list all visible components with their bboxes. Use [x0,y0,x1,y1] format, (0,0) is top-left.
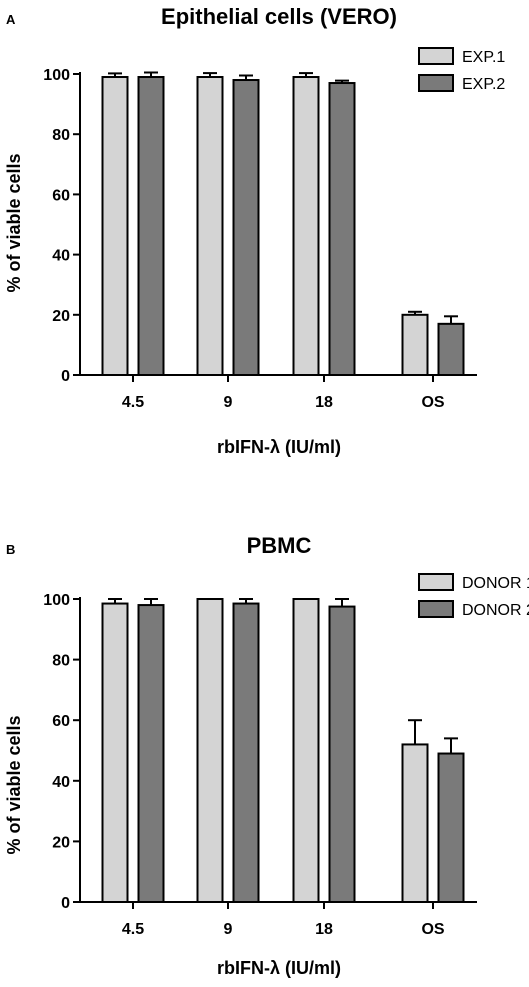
chart-a-x-tick-label: 4.5 [122,394,144,411]
panel-a-letter: A [6,12,16,27]
chart-b-legend-swatch [418,573,454,591]
chart-b-x-axis-label: rbIFN-λ (IU/ml) [217,958,341,978]
chart-b-y-axis-label: % of viable cells [4,715,24,854]
chart-a-bar [328,82,356,376]
chart-b-bar [292,598,320,903]
chart-b-y-tick-label: 0 [61,895,70,912]
chart-a-legend-label: EXP.1 [462,49,505,66]
chart-a-bar [101,76,129,376]
chart-b-legend-label: DONOR 1 [462,575,529,592]
chart-a-y-tick-label: 100 [43,67,70,84]
chart-b-y-tick-label: 60 [52,713,70,730]
chart-a-x-axis-label: rbIFN-λ (IU/ml) [217,437,341,457]
chart-a-legend-swatch [418,47,454,65]
chart-b-bar [437,752,465,904]
chart-b-bar [328,605,356,903]
chart-a-x-tick-label: 9 [224,394,233,411]
chart-a-bar [292,76,320,376]
chart-a-bar [232,79,260,377]
chart-b-bar [101,602,129,903]
chart-a-legend-swatch [418,74,454,92]
chart-b-bar [137,604,165,903]
chart-b-bar [401,743,429,903]
chart-b-y-tick-label: 20 [52,834,70,851]
chart-b-x-tick-label: 4.5 [122,921,144,938]
chart-b-x-tick-label: OS [421,921,444,938]
chart-a-x-tick-label: 18 [315,394,333,411]
chart-a-bar [437,322,465,376]
chart-b-x-tick-label: 18 [315,921,333,938]
chart-b-bar [196,598,224,903]
chart-b-title: PBMC [247,533,312,558]
chart-panel-b: B PBMC % of viable cells rbIFN-λ (IU/ml)… [4,533,529,978]
chart-a-legend-label: EXP.2 [462,76,505,93]
chart-a-y-tick-label: 20 [52,308,70,325]
chart-a-y-tick-label: 60 [52,187,70,204]
chart-a-y-tick-label: 80 [52,127,70,144]
chart-b-legend-swatch [418,600,454,618]
chart-a-y-tick-label: 0 [61,368,70,385]
chart-a-bar [401,313,429,376]
chart-b-y-tick-label: 100 [43,592,70,609]
chart-panel-a: A Epithelial cells (VERO) % of viable ce… [4,4,505,457]
chart-a-x-tick-label: OS [421,394,444,411]
chart-a-title: Epithelial cells (VERO) [161,4,397,29]
chart-b-x-tick-label: 9 [224,921,233,938]
chart-b-y-tick-label: 40 [52,774,70,791]
chart-b-legend-label: DONOR 2 [462,602,529,619]
chart-a-bar [196,76,224,376]
chart-a-bar [137,76,165,376]
chart-a-y-axis-label: % of viable cells [4,153,24,292]
chart-a-y-tick-label: 40 [52,248,70,265]
chart-b-bar [232,602,260,903]
panel-b-letter: B [6,542,15,557]
chart-b-y-tick-label: 80 [52,653,70,670]
